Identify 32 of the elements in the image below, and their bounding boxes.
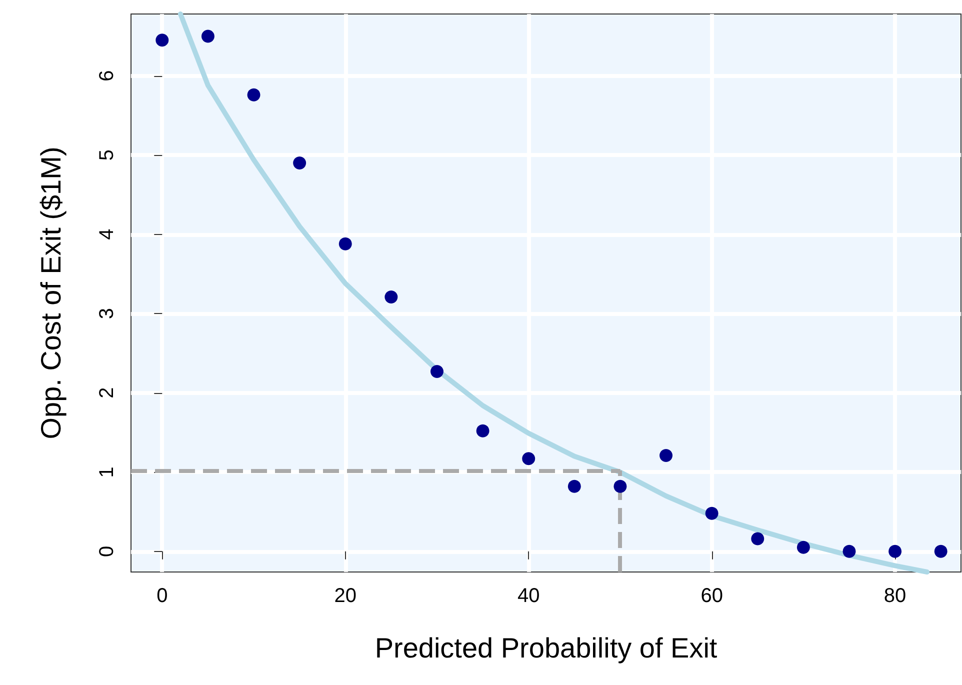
- point: [751, 532, 764, 546]
- point: [247, 88, 260, 102]
- y-tick-label: 2: [96, 387, 118, 398]
- point: [705, 506, 718, 520]
- x-axis-title: Predicted Probability of Exit: [374, 632, 718, 664]
- point: [522, 452, 536, 466]
- point: [796, 540, 810, 554]
- point: [660, 448, 673, 462]
- y-tick-label: 0: [96, 546, 118, 557]
- point: [568, 480, 581, 493]
- x-tick-label: 80: [884, 585, 906, 607]
- y-tick-label: 6: [96, 70, 118, 82]
- x-tick-label: 60: [700, 585, 723, 607]
- y-tick-label: 4: [96, 228, 118, 240]
- x-tick-label: 0: [156, 585, 168, 607]
- point: [293, 156, 306, 170]
- point: [430, 364, 444, 378]
- point: [888, 544, 902, 558]
- point: [476, 424, 490, 438]
- point: [156, 34, 169, 47]
- y-tick-label: 5: [96, 150, 118, 161]
- point: [201, 30, 214, 43]
- x-tick-label: 20: [334, 585, 356, 607]
- point: [614, 480, 627, 493]
- point: [934, 544, 948, 558]
- x-tick-label: 40: [517, 585, 540, 607]
- y-axis-title: Opp. Cost of Exit ($1M): [36, 146, 66, 440]
- point: [842, 544, 856, 558]
- point: [338, 237, 352, 250]
- point: [384, 290, 398, 304]
- y-tick-label: 1: [96, 466, 118, 478]
- y-tick-label: 3: [96, 308, 118, 320]
